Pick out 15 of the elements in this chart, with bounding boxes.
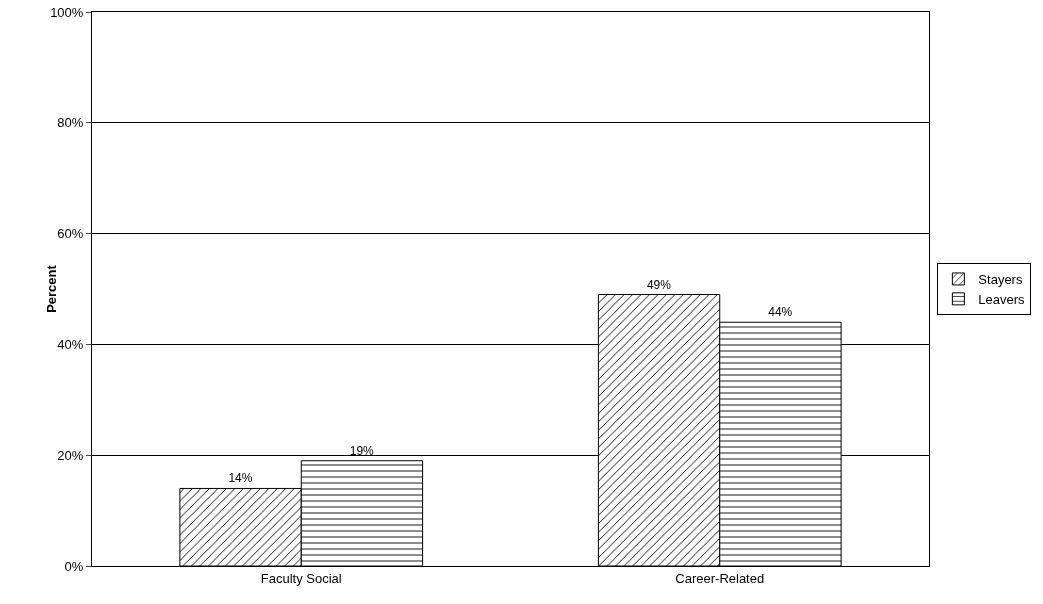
- x-tick-label: Career-Related: [675, 570, 765, 586]
- data-label: 14%: [228, 471, 253, 486]
- y-tick-label: 20%: [57, 447, 84, 463]
- y-tick-label: 100%: [50, 4, 84, 20]
- y-tick-label: 80%: [57, 115, 84, 131]
- y-tick-label: 0%: [64, 558, 84, 574]
- y-tick-label: 60%: [57, 226, 84, 242]
- x-tick-label: Faculty Social: [260, 570, 342, 586]
- y-tick-label: 40%: [57, 336, 84, 352]
- text: Stayers: [978, 272, 1023, 288]
- data-label: 49%: [646, 277, 672, 292]
- data-label: 19%: [349, 443, 375, 458]
- data-label: 44%: [768, 305, 793, 320]
- y-axis-title: Percent: [44, 264, 59, 313]
- text: Leavers: [978, 291, 1026, 307]
